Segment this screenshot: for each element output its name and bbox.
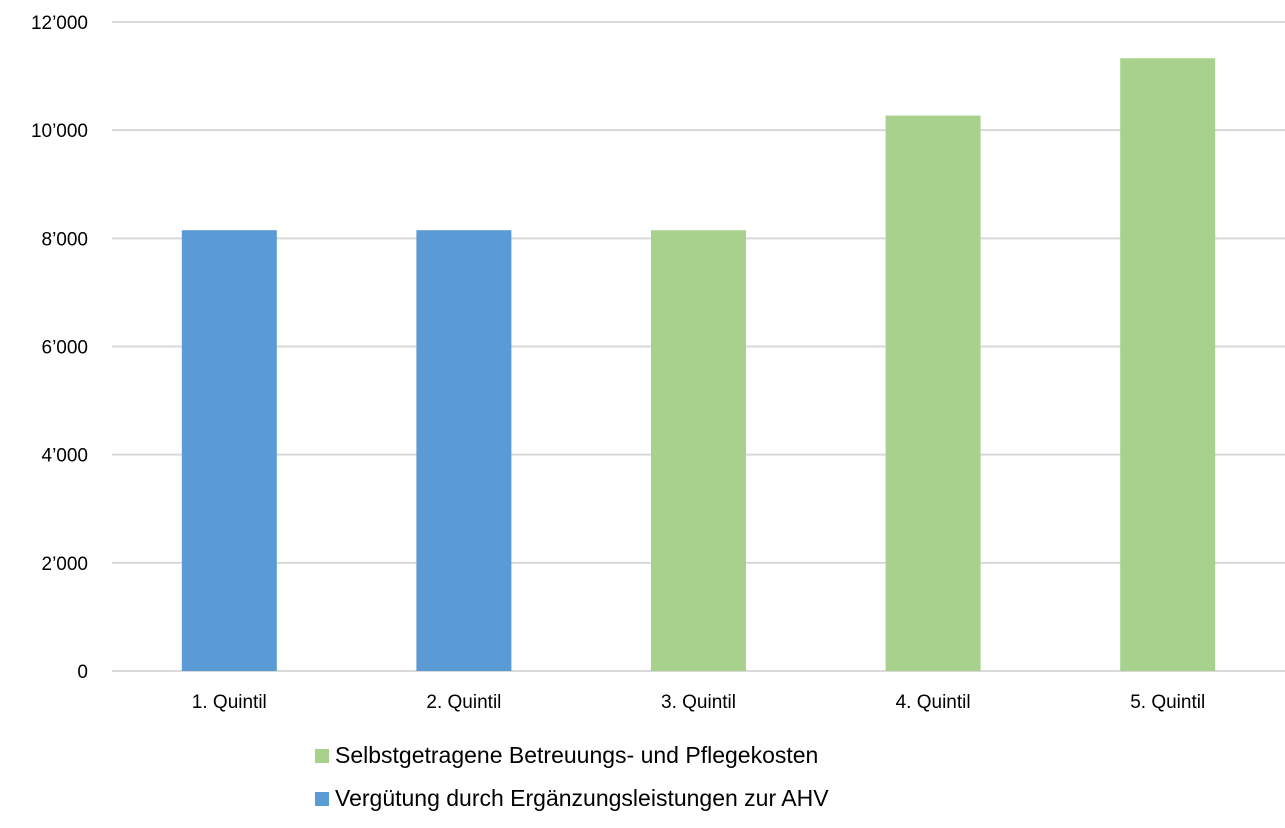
x-tick-label: 2. Quintil (426, 692, 501, 713)
x-tick-label: 1. Quintil (192, 692, 267, 713)
bar (885, 115, 981, 672)
legend-item-verguetung: Vergütung durch Ergänzungsleistungen zur… (315, 785, 829, 812)
legend-swatch-blue (315, 791, 329, 806)
y-tick-label: 6’000 (42, 338, 89, 359)
y-tick-label: 8’000 (42, 229, 89, 250)
x-tick-label: 4. Quintil (896, 692, 971, 713)
y-axis-ticks: 0 2’000 4’000 6’000 8’000 10’000 12’000 (31, 13, 88, 683)
x-tick-label: 3. Quintil (661, 692, 736, 713)
x-axis-ticks: 1. Quintil 2. Quintil 3. Quintil 4. Quintil… (192, 692, 1205, 713)
bars (181, 58, 1216, 672)
y-tick-label: 2’000 (42, 554, 89, 575)
legend-label: Selbstgetragene Betreuungs- und Pflegeko… (335, 742, 819, 768)
bar (181, 230, 277, 672)
y-tick-label: 12’000 (31, 13, 88, 34)
y-tick-label: 4’000 (42, 446, 89, 467)
y-tick-label: 0 (77, 662, 88, 683)
y-tick-label: 10’000 (31, 121, 88, 142)
bar (1120, 58, 1216, 671)
legend-item-selbstgetragene: Selbstgetragene Betreuungs- und Pflegeko… (315, 742, 829, 769)
legend-label: Vergütung durch Ergänzungsleistungen zur… (335, 785, 829, 811)
x-tick-label: 5. Quintil (1130, 692, 1205, 713)
legend: Selbstgetragene Betreuungs- und Pflegeko… (315, 742, 829, 828)
bar (651, 230, 746, 672)
legend-swatch-green (315, 748, 329, 763)
bar (416, 230, 512, 672)
